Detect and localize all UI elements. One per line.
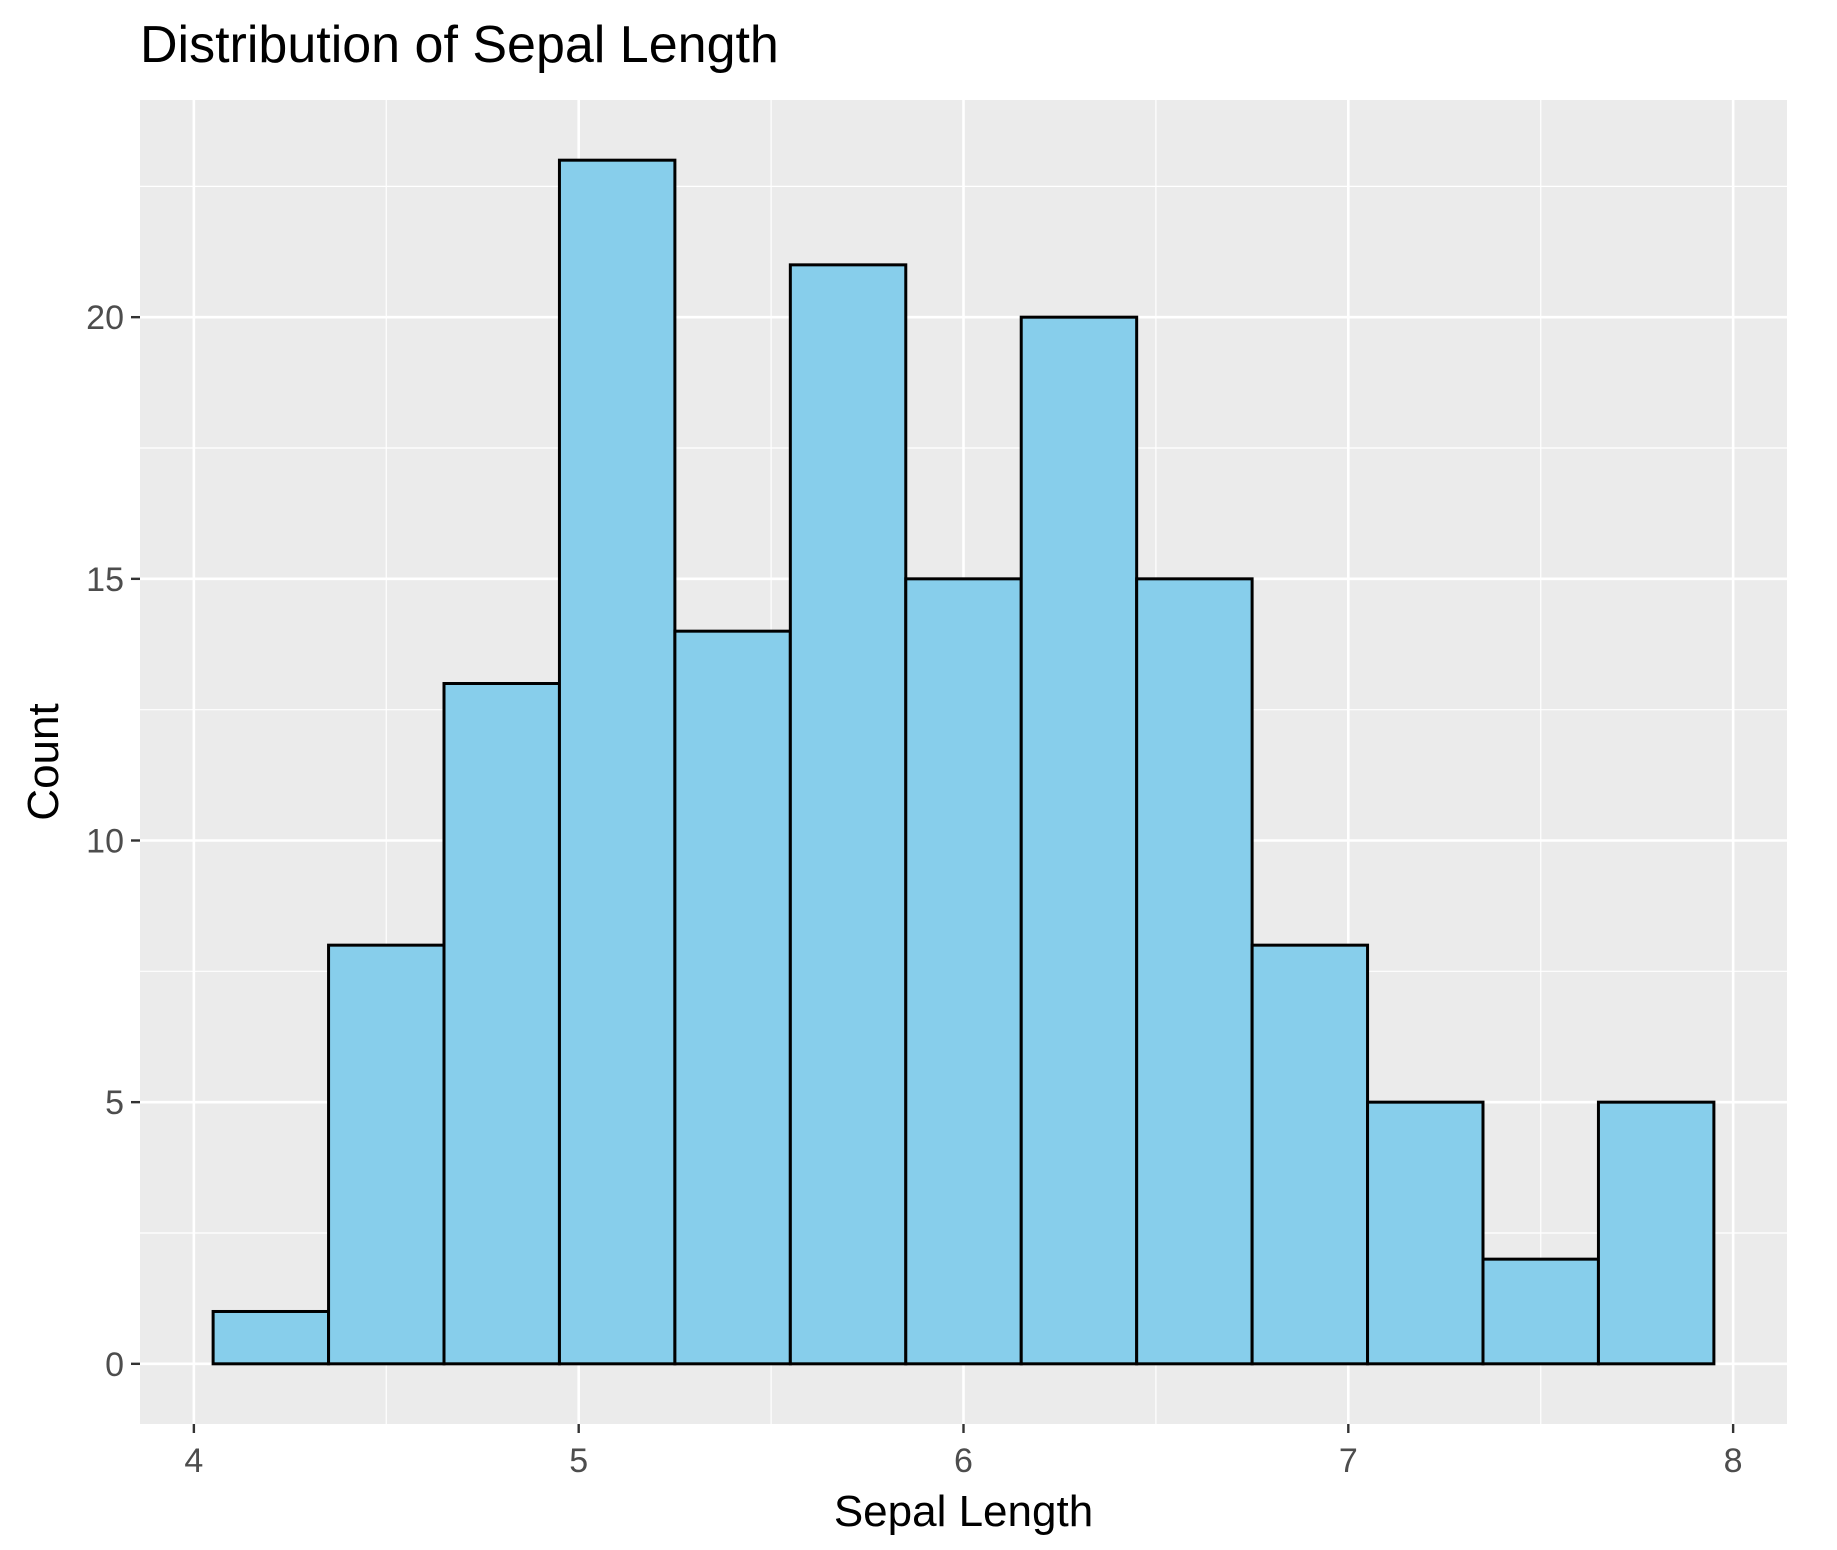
y-tick-label: 15: [86, 561, 124, 599]
x-tick-label: 6: [954, 1442, 973, 1480]
histogram-bar: [1596, 1100, 1716, 1366]
histogram-bar: [211, 1309, 331, 1366]
x-tick-label: 5: [569, 1442, 588, 1480]
histogram-bar: [1250, 943, 1370, 1366]
chart-title: Distribution of Sepal Length: [140, 16, 779, 74]
histogram-bar: [1135, 577, 1254, 1366]
histogram-bars: [211, 158, 1716, 1366]
x-axis: 4 5 6 7 8: [184, 1424, 1743, 1480]
x-tick-label: 4: [184, 1442, 203, 1480]
histogram-bar: [673, 629, 792, 1366]
histogram-bar: [788, 263, 908, 1366]
y-tick-label: 0: [105, 1346, 124, 1384]
y-tick-label: 20: [86, 299, 124, 337]
histogram-bar: [557, 158, 677, 1366]
histogram-bar: [1019, 315, 1139, 1366]
histogram-bar: [442, 682, 561, 1366]
x-tick-label: 7: [1339, 1442, 1358, 1480]
x-tick-label: 8: [1724, 1442, 1743, 1480]
histogram-bar: [1366, 1100, 1485, 1366]
y-axis: 0 5 10 15 20: [86, 299, 140, 1384]
x-axis-title: Sepal Length: [834, 1487, 1093, 1536]
histogram-bar: [904, 577, 1023, 1366]
histogram-bar: [1481, 1257, 1600, 1366]
y-tick-label: 5: [105, 1084, 124, 1122]
y-tick-label: 10: [86, 822, 124, 860]
y-axis-title: Count: [19, 703, 68, 820]
histogram-bar: [327, 943, 446, 1366]
